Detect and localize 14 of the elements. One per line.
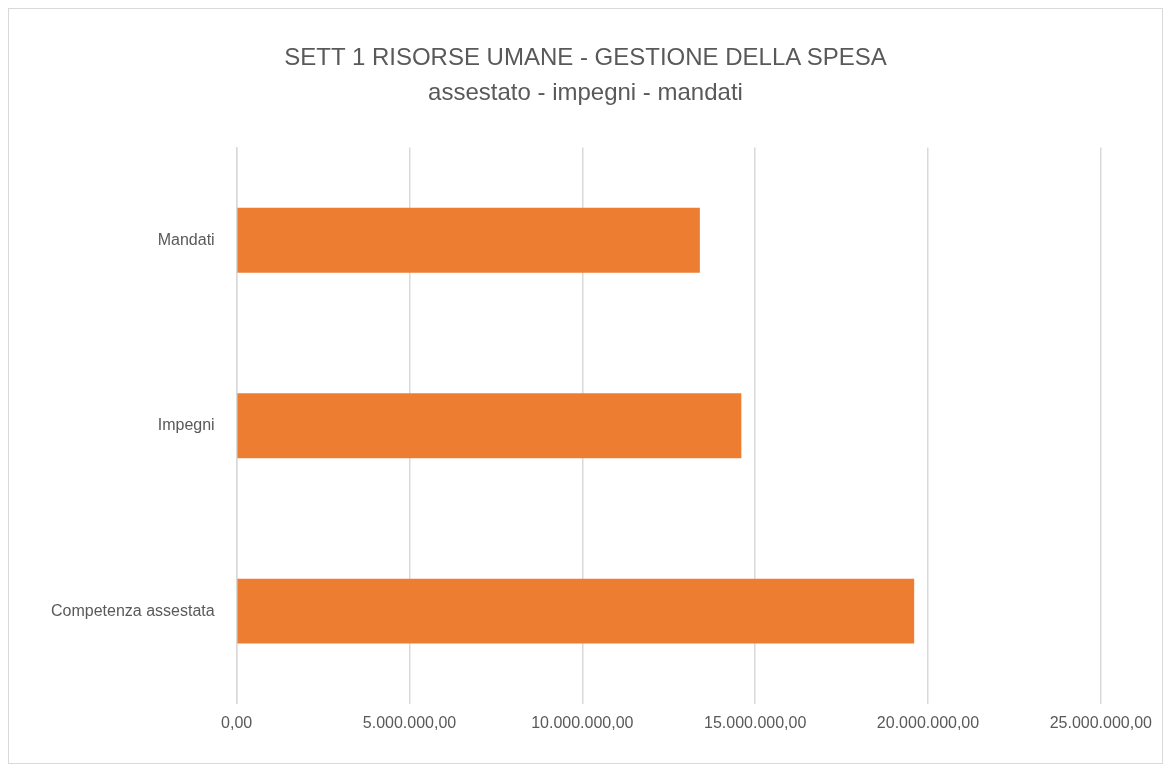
x-tick-label: 10.000.000,00	[531, 713, 634, 731]
x-tick-label: 25.000.000,00	[1049, 713, 1153, 731]
bar	[237, 207, 700, 273]
bar	[237, 393, 742, 459]
y-tick-label: Competenza assestata	[50, 601, 215, 619]
x-tick-label: 0,00	[221, 713, 253, 731]
x-tick-label: 15.000.000,00	[704, 713, 807, 731]
bar	[237, 578, 915, 644]
x-tick-label: 20.000.000,00	[876, 713, 980, 731]
chart-subtitle: assestato - impegni - mandati	[428, 77, 743, 105]
chart-title: SETT 1 RISORSE UMANE - GESTIONE DELLA SPESA	[284, 43, 887, 71]
y-tick-label: Mandati	[157, 230, 215, 248]
x-tick-label: 5.000.000,00	[362, 713, 457, 731]
y-tick-label: Impegni	[157, 416, 215, 434]
